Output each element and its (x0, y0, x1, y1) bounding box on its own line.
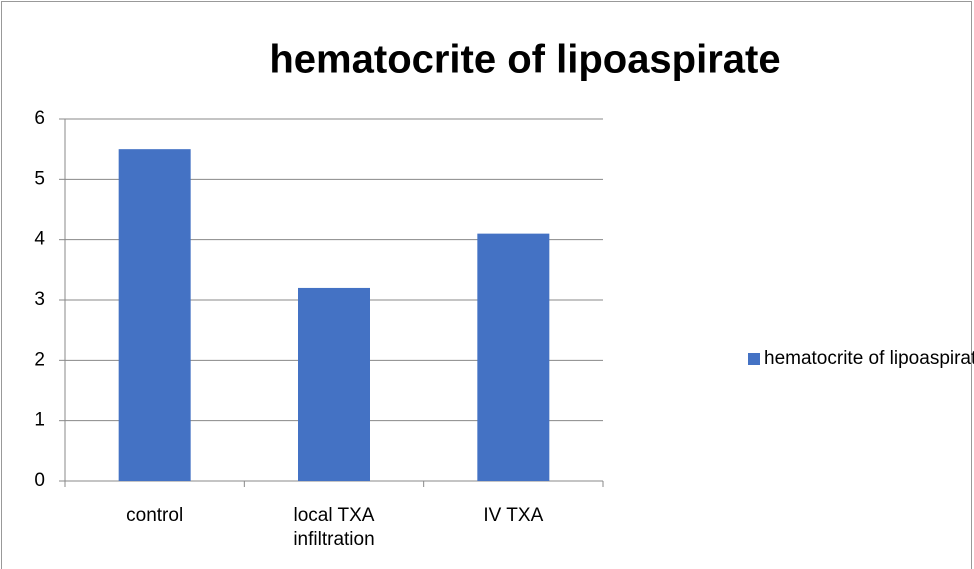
y-tick-label: 2 (34, 349, 45, 370)
bar (477, 233, 550, 481)
y-tick-label: 1 (34, 410, 45, 431)
y-tick-label: 4 (34, 229, 45, 250)
x-tick-label: control (126, 505, 184, 526)
x-tick-label: local TXA infiltration (293, 505, 375, 550)
legend-label: hematocrite of lipoaspirate (764, 348, 974, 369)
chart-title: hematocrite of lipoaspirate (269, 38, 780, 82)
y-tick-label: 6 (34, 108, 45, 129)
legend-swatch (748, 353, 760, 365)
bar (118, 149, 191, 481)
x-tick-label: IV TXA (483, 505, 544, 526)
bar (298, 287, 370, 481)
y-tick-label: 3 (34, 289, 45, 310)
y-tick-label: 5 (34, 168, 45, 189)
y-tick-label: 0 (34, 470, 45, 491)
